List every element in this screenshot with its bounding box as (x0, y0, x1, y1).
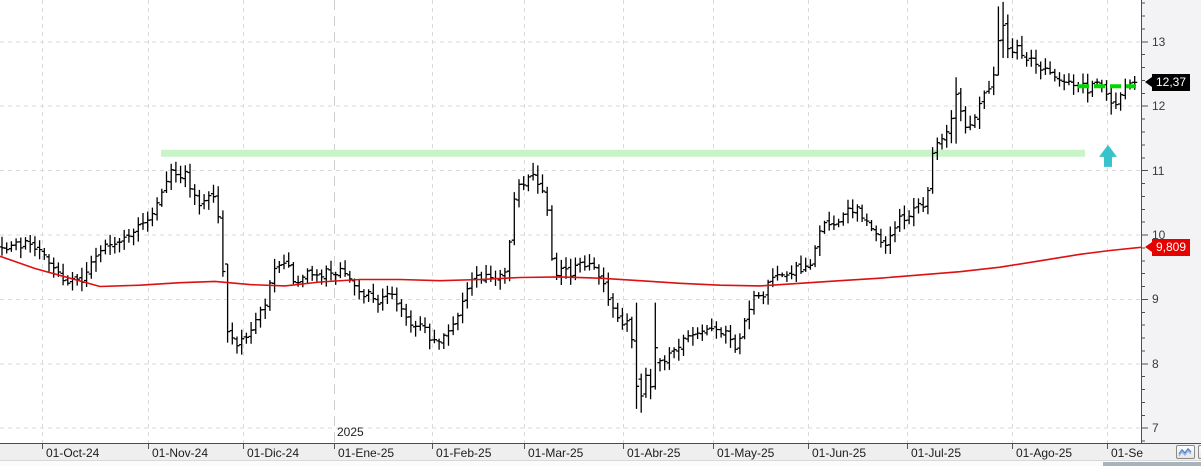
ma-value-label: 9,809 (1143, 238, 1191, 256)
x-axis-label: 01-Mar-25 (528, 446, 584, 460)
x-axis-label: 01-Oct-24 (46, 446, 100, 460)
price-arrow-left-icon (1143, 77, 1152, 88)
x-axis-tick (334, 444, 335, 449)
moving-average-line[interactable] (0, 246, 1142, 288)
y-axis-strip (1141, 0, 1201, 443)
year-label: 2025 (337, 425, 364, 439)
x-axis-tick (42, 444, 43, 449)
x-axis-tick (808, 444, 809, 449)
y-axis-label: 10 (1152, 228, 1166, 243)
x-axis-tick (524, 444, 525, 449)
x-axis: 01-Oct-24 01-Nov-24 01-Dic-24 01-Ene-25 01-F… (0, 443, 1201, 460)
support-band-drawing[interactable] (161, 149, 1085, 157)
chart-style-button[interactable] (1176, 445, 1195, 459)
x-axis-label: 01-Se (1111, 446, 1144, 460)
x-axis-label: 01-Feb-25 (436, 446, 492, 460)
y-axis-label: 13 (1152, 34, 1166, 49)
y-axis-label: 9 (1152, 292, 1159, 307)
horizontal-scrollbar[interactable] (0, 460, 1201, 466)
y-axis-label: 12 (1152, 99, 1166, 114)
y-axis-label: 11 (1152, 163, 1165, 178)
x-axis-label: 01-May-25 (717, 446, 775, 460)
x-axis-label: 01-Jun-25 (812, 446, 867, 460)
ma-price-value: 9,809 (1152, 238, 1191, 256)
zigzag-line-chart-icon (1178, 447, 1192, 456)
x-axis-tick (148, 444, 149, 449)
x-axis-tick (1012, 444, 1013, 449)
x-axis-tick (1107, 444, 1108, 449)
x-axis-tick (907, 444, 908, 449)
chart-style-button-partial[interactable] (1198, 445, 1201, 459)
x-axis-label: 01-Dic-24 (247, 446, 300, 460)
ohlc-bars (0, 1, 1138, 413)
last-price-value: 12,37 (1152, 73, 1191, 91)
y-axis-label: 7 (1152, 421, 1159, 436)
x-axis-tick (243, 444, 244, 449)
up-arrow-signal-icon[interactable] (1099, 144, 1117, 167)
x-axis-tick (623, 444, 624, 449)
x-axis-label: 01-Ago-25 (1016, 446, 1073, 460)
x-axis-label: 01-Ene-25 (338, 446, 395, 460)
scrollbar-thumb[interactable] (1103, 462, 1201, 466)
x-axis-label: 01-Abr-25 (627, 446, 681, 460)
y-axis-label: 8 (1152, 356, 1159, 371)
x-axis-tick (432, 444, 433, 449)
price-arrow-left-icon (1143, 242, 1152, 253)
x-axis-label: 01-Nov-24 (152, 446, 209, 460)
last-price-label: 12,37 (1143, 73, 1191, 91)
x-axis-label: 01-Jul-25 (911, 446, 962, 460)
x-axis-tick (713, 444, 714, 449)
